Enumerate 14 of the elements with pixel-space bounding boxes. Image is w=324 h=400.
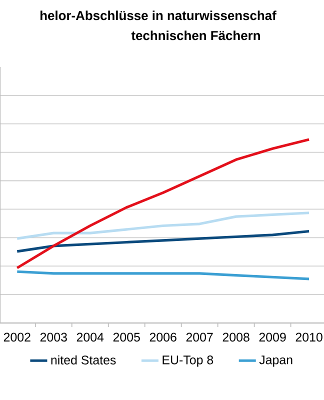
- x-tick-label: 2004: [76, 332, 104, 342]
- legend-label: EU-Top 8: [162, 356, 214, 367]
- chart-subtitle: technischen Fächern: [131, 30, 260, 40]
- x-tick-label: 2007: [186, 332, 213, 342]
- legend-label: Japan: [259, 356, 292, 367]
- x-tick-label: 2005: [113, 332, 140, 342]
- chart-title: helor-Abschlüsse in naturwissenschaf: [40, 10, 276, 20]
- x-tick-label: 2006: [150, 332, 176, 342]
- x-tick-label: 2002: [4, 332, 30, 342]
- x-tick-label: 2003: [40, 332, 67, 342]
- x-tick-label: 2010: [296, 332, 322, 342]
- x-tick-label: 2008: [222, 332, 250, 342]
- legend-label: nited States: [51, 355, 116, 364]
- x-tick-label: 2009: [259, 332, 286, 342]
